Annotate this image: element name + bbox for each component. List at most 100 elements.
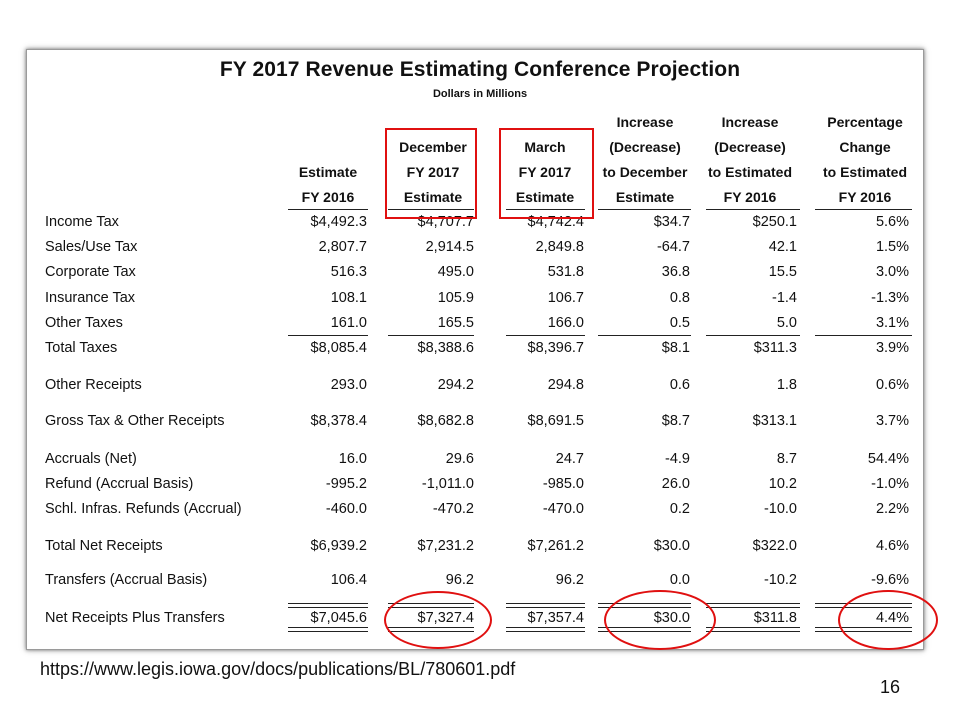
column-header-2: December FY 2017 Estimate	[373, 135, 493, 210]
table-cell: $8,682.8	[417, 413, 474, 429]
table-cell: -1.0%	[871, 476, 909, 492]
column-header-3: March FY 2017 Estimate	[485, 135, 605, 210]
table-cell: 10.2	[768, 476, 797, 492]
table-cell: $7,357.4	[527, 610, 584, 626]
table-cell: 5.0	[776, 315, 797, 331]
table-cell: $250.1	[752, 214, 797, 230]
subtotal-rule	[598, 335, 691, 336]
table-cell: $7,261.2	[527, 538, 584, 554]
table-cell: -470.0	[542, 501, 584, 517]
table-cell: 0.6%	[875, 377, 909, 393]
column-header-line: FY 2016	[301, 189, 355, 205]
column-header-5: Increase (Decrease) to Estimated FY 2016	[690, 110, 810, 210]
grand-total-double-rule-bottom	[706, 627, 800, 632]
subtotal-rule	[815, 335, 912, 336]
highlight-oval-december-total	[384, 591, 492, 649]
table-cell: 1.8	[776, 377, 797, 393]
table-cell: -470.2	[432, 501, 474, 517]
table-cell: $4,492.3	[310, 214, 367, 230]
column-header-line: (Decrease)	[609, 139, 681, 155]
table-cell: 29.6	[445, 451, 474, 467]
table-cell: 96.2	[445, 572, 474, 588]
source-link[interactable]: https://www.legis.iowa.gov/docs/publicat…	[40, 659, 516, 679]
column-header-line: to Estimated	[707, 164, 792, 180]
table-cell: 16.0	[338, 451, 367, 467]
table-cell: -1,011.0	[421, 476, 474, 492]
table-cell: $30.0	[653, 538, 690, 554]
table-cell: $8.7	[661, 413, 690, 429]
column-header-line: to Estimated	[822, 164, 907, 180]
column-header-line: Estimate	[515, 189, 575, 205]
table-cell: 15.5	[768, 264, 797, 280]
table-cell: 165.5	[437, 315, 474, 331]
header-underline	[598, 209, 691, 210]
subtotal-rule	[706, 335, 800, 336]
table-cell: 2.2%	[875, 501, 909, 517]
table-cell: 0.8	[669, 290, 690, 306]
table-cell: 54.4%	[867, 451, 909, 467]
table-cell: $7,045.6	[310, 610, 367, 626]
row-label: Accruals (Net)	[45, 451, 137, 467]
table-cell: $8,085.4	[310, 340, 367, 356]
row-label: Transfers (Accrual Basis)	[45, 572, 208, 588]
row-label: Refund (Accrual Basis)	[45, 476, 194, 492]
table-cell: 96.2	[555, 572, 584, 588]
page-number: 16	[880, 677, 901, 697]
column-header-line: Increase	[721, 114, 779, 130]
table-cell: -995.2	[325, 476, 367, 492]
table-cell: 2,849.8	[535, 239, 584, 255]
row-label: Schl. Infras. Refunds (Accrual)	[45, 501, 242, 517]
column-header-6: Percentage Change to Estimated FY 2016	[805, 110, 925, 210]
table-title: FY 2017 Revenue Estimating Conference Pr…	[219, 58, 741, 81]
column-header-line: Percentage	[827, 114, 903, 130]
grand-total-double-rule	[506, 603, 585, 608]
table-cell: 106.4	[330, 572, 367, 588]
row-label: Sales/Use Tax	[45, 239, 138, 255]
table-cell: $8,388.6	[417, 340, 474, 356]
column-header-1: Estimate FY 2016	[268, 160, 388, 210]
table-cell: -9.6%	[871, 572, 909, 588]
header-underline	[706, 209, 800, 210]
table-cell: 293.0	[330, 377, 367, 393]
column-header-line: (Decrease)	[714, 139, 786, 155]
row-label: Net Receipts Plus Transfers	[45, 610, 225, 626]
grand-total-double-rule-bottom	[288, 627, 368, 632]
table-cell: 105.9	[437, 290, 474, 306]
table-cell: 166.0	[547, 315, 584, 331]
column-header-line: FY 2016	[723, 189, 777, 205]
table-cell: 161.0	[330, 315, 367, 331]
column-header-line: FY 2017	[406, 164, 460, 180]
table-cell: $8.1	[661, 340, 690, 356]
table-cell: 42.1	[768, 239, 797, 255]
column-header-line: to December	[602, 164, 688, 180]
table-cell: 5.6%	[875, 214, 909, 230]
table-cell: $8,691.5	[527, 413, 584, 429]
table-cell: 8.7	[776, 451, 797, 467]
table-cell: $311.3	[753, 340, 797, 356]
subtotal-rule	[388, 335, 474, 336]
table-cell: -10.0	[763, 501, 797, 517]
table-subtitle: Dollars in Millions	[432, 88, 528, 100]
column-header-line: FY 2016	[838, 189, 892, 205]
column-header-line: Estimate	[403, 189, 463, 205]
column-header-line: Estimate	[298, 164, 358, 180]
table-cell: $8,378.4	[310, 413, 367, 429]
table-cell: 36.8	[661, 264, 690, 280]
table-cell: 3.0%	[875, 264, 909, 280]
header-underline	[388, 209, 474, 210]
highlight-oval-increase-total	[604, 590, 716, 650]
row-label: Other Receipts	[45, 377, 142, 393]
column-header-line: March	[524, 139, 566, 155]
table-cell: $311.8	[753, 610, 797, 626]
table-cell: 0.6	[669, 377, 690, 393]
table-cell: -4.9	[665, 451, 690, 467]
header-underline	[506, 209, 585, 210]
column-header-line: FY 2017	[518, 164, 572, 180]
column-header-line: Change	[839, 139, 891, 155]
grand-total-double-rule-bottom	[506, 627, 585, 632]
table-cell: $7,231.2	[417, 538, 474, 554]
row-label: Other Taxes	[45, 315, 123, 331]
row-label: Insurance Tax	[45, 290, 136, 306]
table-cell: -10.2	[763, 572, 797, 588]
table-cell: 516.3	[330, 264, 367, 280]
